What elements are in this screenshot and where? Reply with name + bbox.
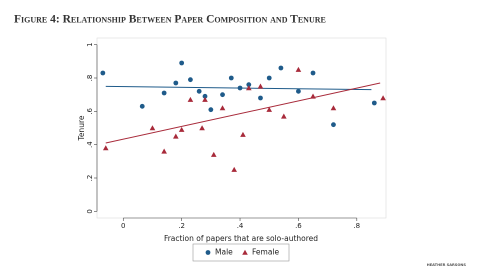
data-point bbox=[173, 80, 179, 86]
data-point bbox=[187, 96, 194, 102]
data-point bbox=[266, 106, 273, 112]
y-tick-label: 1 bbox=[86, 42, 94, 46]
data-point bbox=[246, 82, 252, 88]
data-point bbox=[161, 90, 167, 96]
y-tick-label: .4 bbox=[86, 141, 94, 148]
legend-label: Male bbox=[215, 248, 233, 257]
data-point bbox=[102, 145, 109, 151]
y-axis-label: Tenure bbox=[77, 115, 86, 141]
legend bbox=[192, 243, 290, 262]
fit-line bbox=[105, 82, 381, 144]
legend-label: Female bbox=[252, 248, 280, 257]
data-point bbox=[188, 77, 193, 83]
data-point bbox=[310, 70, 316, 76]
data-point bbox=[202, 93, 208, 99]
data-point bbox=[178, 126, 185, 132]
x-tick-label: .6 bbox=[295, 222, 302, 230]
data-point bbox=[296, 88, 301, 94]
y-tick-label: 0 bbox=[86, 209, 94, 213]
data-point bbox=[380, 95, 386, 101]
data-point bbox=[281, 113, 287, 119]
x-tick-label: .4 bbox=[237, 222, 244, 230]
data-point bbox=[179, 60, 185, 66]
plot-frame bbox=[96, 37, 387, 219]
data-point bbox=[100, 70, 106, 76]
data-point bbox=[231, 166, 238, 172]
data-point bbox=[208, 107, 214, 113]
data-point bbox=[149, 125, 156, 131]
data-point bbox=[220, 92, 225, 98]
fit-line bbox=[105, 85, 372, 91]
data-point bbox=[258, 95, 263, 101]
data-point bbox=[219, 105, 226, 111]
data-point bbox=[199, 125, 205, 131]
data-point bbox=[240, 131, 246, 137]
watermark: HEATHER SARSONS bbox=[427, 263, 467, 267]
data-point bbox=[295, 66, 302, 72]
y-tick-label: .8 bbox=[86, 75, 94, 82]
x-axis-label: Fraction of papers that are solo-authore… bbox=[164, 234, 318, 243]
data-point bbox=[330, 105, 337, 111]
data-point bbox=[228, 75, 234, 81]
x-tick-label: .8 bbox=[353, 222, 360, 230]
data-point bbox=[196, 88, 202, 94]
data-point bbox=[161, 148, 167, 154]
legend-marker bbox=[242, 249, 248, 255]
data-point bbox=[278, 65, 284, 71]
data-point bbox=[202, 96, 208, 102]
legend-marker bbox=[205, 250, 211, 255]
chart-title: Figure 4: Relationship Between Paper Com… bbox=[14, 14, 326, 26]
x-tick-label: .2 bbox=[178, 222, 185, 230]
data-point bbox=[266, 75, 272, 81]
data-point bbox=[210, 151, 217, 157]
data-point bbox=[139, 103, 145, 109]
y-tick-label: .2 bbox=[86, 175, 94, 182]
data-point bbox=[371, 100, 377, 106]
data-point bbox=[245, 85, 252, 91]
data-point bbox=[331, 122, 336, 128]
y-tick-label: .6 bbox=[86, 107, 94, 114]
x-tick-label: 0 bbox=[121, 222, 125, 230]
data-point bbox=[173, 133, 179, 139]
data-point bbox=[257, 83, 264, 89]
